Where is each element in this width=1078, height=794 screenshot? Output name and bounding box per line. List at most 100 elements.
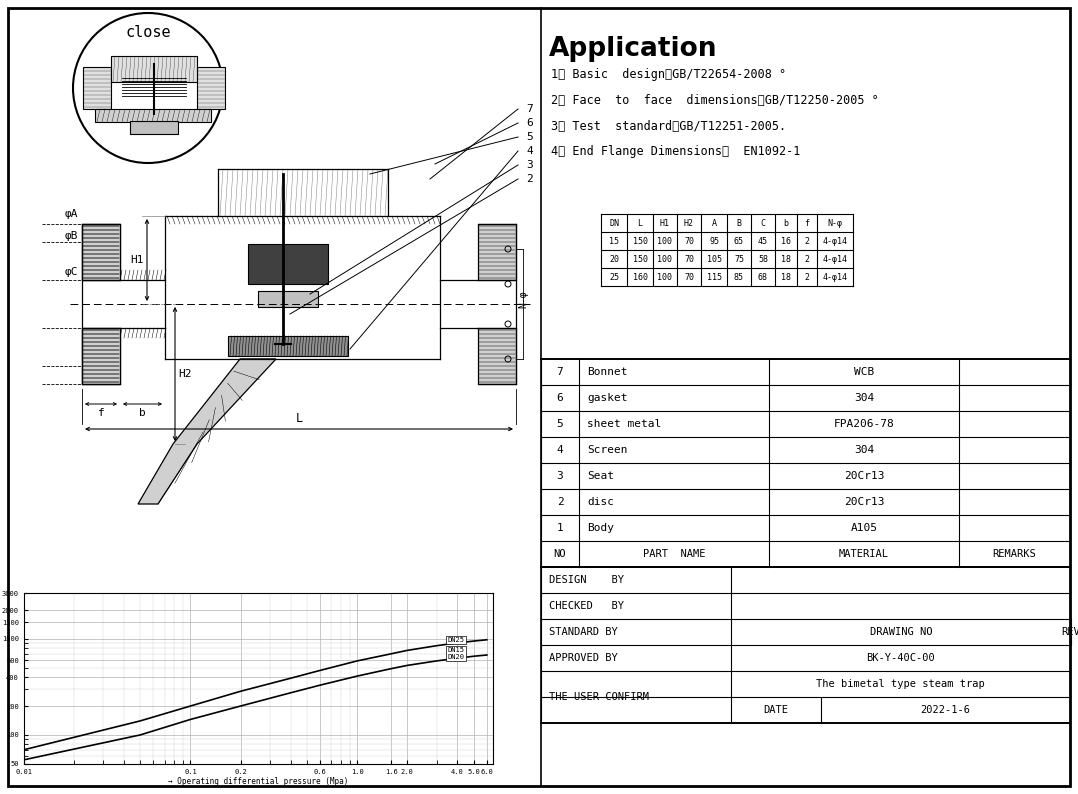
Text: 16: 16 [780, 237, 791, 245]
Text: 5: 5 [526, 132, 533, 142]
Text: CHECKED   BY: CHECKED BY [549, 601, 624, 611]
Text: B: B [736, 218, 742, 228]
Text: 7: 7 [556, 367, 564, 377]
Bar [82, 328, 120, 384]
Bar [82, 224, 120, 280]
Bar [197, 67, 225, 109]
Text: A: A [711, 218, 717, 228]
Text: close: close [125, 25, 170, 40]
Text: sheet metal: sheet metal [588, 419, 661, 429]
Text: 150: 150 [633, 237, 648, 245]
Text: 5: 5 [556, 419, 564, 429]
Text: 2， Face  to  face  dimensions：GB/T12250-2005 °: 2， Face to face dimensions：GB/T12250-200… [551, 94, 879, 107]
Text: 15: 15 [609, 237, 619, 245]
Text: 58: 58 [758, 255, 768, 264]
Bar [258, 291, 318, 307]
Text: 1， Basic  design：GB/T22654-2008 °: 1， Basic design：GB/T22654-2008 ° [551, 68, 786, 81]
Bar [229, 336, 348, 356]
Bar [82, 328, 120, 384]
Text: 3， Test  standard：GB/T12251-2005.: 3， Test standard：GB/T12251-2005. [551, 120, 786, 133]
Text: 4: 4 [556, 445, 564, 455]
Text: 6: 6 [556, 393, 564, 403]
Text: 2: 2 [526, 174, 533, 184]
Text: Body: Body [588, 523, 614, 533]
Text: 45: 45 [758, 237, 768, 245]
Text: STANDARD BY: STANDARD BY [549, 627, 618, 637]
Text: 2: 2 [804, 237, 810, 245]
Text: 2: 2 [804, 272, 810, 282]
Text: f: f [98, 408, 105, 418]
Text: φB: φB [65, 231, 78, 241]
Text: 75: 75 [734, 255, 744, 264]
Text: 25: 25 [609, 272, 619, 282]
Polygon shape [138, 359, 276, 504]
Text: 2: 2 [556, 497, 564, 507]
Bar [111, 56, 197, 82]
Text: 304: 304 [854, 393, 874, 403]
Bar [82, 224, 120, 280]
Text: 105: 105 [706, 255, 721, 264]
Bar [478, 224, 516, 280]
Text: 20: 20 [609, 255, 619, 264]
Text: Bonnet: Bonnet [588, 367, 627, 377]
Text: Application: Application [549, 36, 718, 62]
Text: DATE: DATE [763, 705, 788, 715]
Text: φA: φA [65, 209, 78, 219]
Text: 100: 100 [658, 272, 673, 282]
Text: 18: 18 [780, 272, 791, 282]
Text: 7: 7 [526, 104, 533, 114]
Text: N-φ: N-φ [519, 290, 528, 308]
Bar [83, 67, 111, 109]
Text: APPROVED BY: APPROVED BY [549, 653, 618, 663]
Bar [95, 109, 211, 122]
Text: 1: 1 [556, 523, 564, 533]
Text: Seat: Seat [588, 471, 614, 481]
Text: 150: 150 [633, 255, 648, 264]
Text: FPA206-78: FPA206-78 [833, 419, 895, 429]
Text: 304: 304 [854, 445, 874, 455]
Text: 3: 3 [526, 160, 533, 170]
Text: 2022-1-6: 2022-1-6 [921, 705, 970, 715]
Text: Screen: Screen [588, 445, 627, 455]
Text: H1: H1 [130, 255, 144, 265]
Text: C: C [760, 218, 765, 228]
Text: 95: 95 [709, 237, 719, 245]
Text: 4， End Flange Dimensions：  EN1092-1: 4， End Flange Dimensions： EN1092-1 [551, 145, 800, 158]
Text: disc: disc [588, 497, 614, 507]
Bar [248, 244, 328, 284]
Text: A105: A105 [851, 523, 877, 533]
Text: REV: REV [1061, 627, 1078, 637]
Text: NO: NO [554, 549, 566, 559]
Text: L: L [295, 412, 303, 425]
Text: H2: H2 [685, 218, 694, 228]
Text: DESIGN    BY: DESIGN BY [549, 575, 624, 585]
Text: 4-φ14: 4-φ14 [823, 272, 847, 282]
Text: 70: 70 [685, 237, 694, 245]
Text: 4: 4 [526, 146, 533, 156]
Text: DRAWING NO: DRAWING NO [870, 627, 932, 637]
Text: H1: H1 [660, 218, 671, 228]
Text: 65: 65 [734, 237, 744, 245]
Text: BK-Y-40C-00: BK-Y-40C-00 [866, 653, 935, 663]
Text: 2: 2 [804, 255, 810, 264]
Text: b: b [139, 408, 146, 418]
Text: N-φ: N-φ [828, 218, 843, 228]
Text: 100: 100 [658, 255, 673, 264]
Text: 20Cr13: 20Cr13 [844, 497, 884, 507]
Text: 70: 70 [685, 272, 694, 282]
Text: gasket: gasket [588, 393, 627, 403]
Text: 85: 85 [734, 272, 744, 282]
Text: 115: 115 [706, 272, 721, 282]
Text: REMARKS: REMARKS [993, 549, 1036, 559]
Text: 6: 6 [526, 118, 533, 128]
Text: PART  NAME: PART NAME [642, 549, 705, 559]
Text: 4-φ14: 4-φ14 [823, 237, 847, 245]
Bar [130, 121, 178, 134]
Text: MATERIAL: MATERIAL [839, 549, 889, 559]
Text: 160: 160 [633, 272, 648, 282]
Text: WCB: WCB [854, 367, 874, 377]
Text: THE USER CONFIRM: THE USER CONFIRM [549, 692, 649, 702]
Text: 4-φ14: 4-φ14 [823, 255, 847, 264]
Text: DN25: DN25 [447, 637, 465, 643]
Text: The bimetal type steam trap: The bimetal type steam trap [816, 679, 985, 689]
